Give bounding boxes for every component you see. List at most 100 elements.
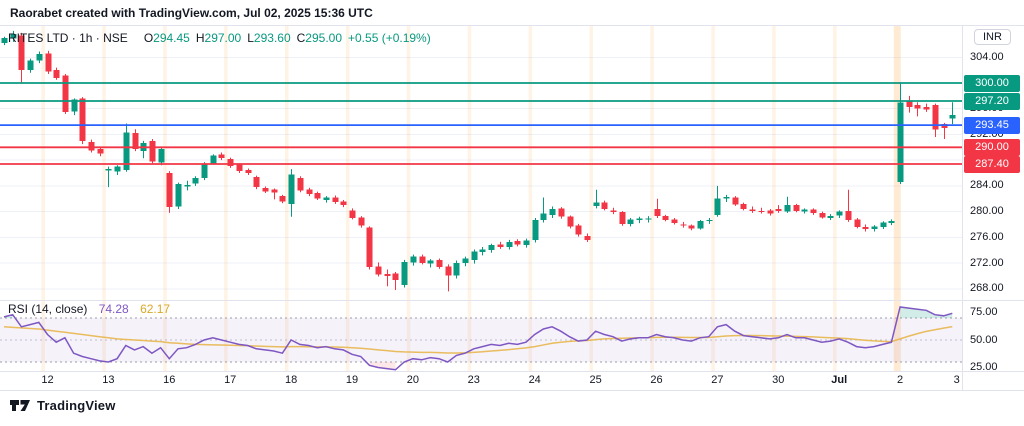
time-tick-label: 2 (897, 374, 904, 386)
candle-body (749, 209, 756, 211)
price-tick-label: 284.00 (970, 179, 1004, 192)
candle-body (862, 227, 869, 229)
candle-body (706, 219, 713, 222)
candle-body (419, 256, 426, 264)
candle-body (514, 241, 521, 245)
candle-body (488, 245, 495, 251)
brand-name[interactable]: TradingView (37, 398, 116, 413)
attribution-text: Raorabet created with TradingView.com, J… (10, 6, 373, 20)
candle-body (784, 205, 791, 212)
session-stripe (467, 25, 472, 372)
price-level-badge: 297.20 (964, 92, 1020, 110)
candle-body (645, 218, 652, 220)
candle-body (654, 209, 661, 217)
candle-body (288, 174, 295, 204)
candle-body (732, 197, 739, 205)
candle-body (245, 169, 252, 174)
tradingview-logo-icon[interactable] (10, 398, 31, 413)
candle-body (471, 251, 478, 260)
symbol-legend[interactable]: RITES LTD · 1h · NSE O294.45 H297.00 L293.6… (8, 31, 431, 45)
candle-body (375, 266, 382, 275)
candle-body (18, 35, 25, 71)
candle-body (497, 244, 504, 247)
time-tick-label: Jul (831, 374, 848, 386)
candle-body (767, 210, 774, 214)
candle-body (271, 189, 278, 193)
ohlc-key: H (195, 31, 205, 45)
time-tick-label: 20 (406, 374, 420, 386)
time-tick-label: 25 (589, 374, 602, 386)
session-stripe (833, 25, 837, 372)
candle-body (871, 226, 878, 229)
rsi-value: 74.28 (98, 302, 129, 316)
rsi-legend[interactable]: RSI (14, close) 74.28 62.17 (8, 302, 170, 316)
rsi-title: RSI (14, close) (8, 302, 88, 316)
candle-body (123, 132, 130, 170)
candle-body (262, 187, 269, 192)
candle-body (775, 209, 782, 211)
candle-body (932, 104, 939, 130)
candle-body (880, 222, 887, 228)
time-axis[interactable]: 12 13 16 17 18 19 20 23 24 25 26 27 30 Jul 2 3 (0, 371, 962, 390)
candle-body (479, 249, 486, 253)
symbol-title: RITES LTD · 1h · NSE (8, 31, 128, 45)
candle-body (410, 256, 417, 263)
candle-body (845, 210, 852, 220)
currency-button[interactable]: INR (974, 29, 1011, 45)
candle-body (358, 217, 365, 226)
time-tick-label: 23 (467, 374, 480, 386)
candle-body (227, 158, 234, 166)
price-level-badge: 287.40 (964, 155, 1020, 173)
candle-body (27, 60, 34, 71)
candle-body (427, 260, 434, 264)
candle-body (71, 99, 78, 112)
candle-body (236, 164, 243, 172)
rsi-ma-line (3, 325, 953, 354)
candle-body (340, 201, 347, 206)
price-level-badge: 300.00 (964, 74, 1020, 92)
price-level-badge: 293.45 (964, 116, 1020, 134)
candle-body (462, 258, 469, 264)
footer: TradingView (10, 398, 116, 413)
time-tick-label: 30 (772, 374, 785, 386)
candle-body (45, 53, 52, 72)
candle-body (584, 236, 591, 240)
candle-body (166, 173, 173, 208)
candle-body (453, 263, 460, 276)
session-stripe (528, 25, 533, 372)
candle-body (149, 140, 156, 162)
candle-body (906, 100, 913, 107)
time-tick-label: 3 (953, 374, 960, 386)
price-level-badge: 290.00 (964, 138, 1020, 156)
rsi-tick-label: 50.00 (970, 333, 998, 346)
candle-body (332, 197, 339, 202)
candle-body (810, 209, 817, 213)
candle-body (723, 196, 730, 199)
candle-body (210, 155, 217, 164)
time-tick-label: 12 (41, 374, 54, 386)
candle-body (401, 261, 408, 285)
session-stripe (650, 25, 654, 372)
candle-body (349, 210, 356, 219)
session-stripe (893, 25, 901, 372)
candle-body (323, 197, 330, 201)
candle-body (601, 202, 608, 210)
candle-body (558, 208, 565, 217)
candle-body (854, 219, 861, 228)
candle-body (758, 210, 765, 212)
rsi-oversold-fill (369, 362, 396, 370)
candle-body (593, 202, 600, 206)
rsi-line (3, 306, 953, 371)
candle-body (836, 211, 843, 216)
candle-body (610, 210, 617, 213)
candle-body (827, 216, 834, 219)
candle-body (532, 219, 539, 240)
candle-body (627, 219, 634, 224)
session-stripe (163, 25, 167, 372)
candle-body (201, 163, 208, 179)
price-change: +0.55 (+0.19%) (348, 31, 431, 45)
price-axis[interactable]: INR 304.00300.00296.00292.00288.00284.00… (962, 25, 1024, 390)
candle-body (523, 240, 530, 246)
